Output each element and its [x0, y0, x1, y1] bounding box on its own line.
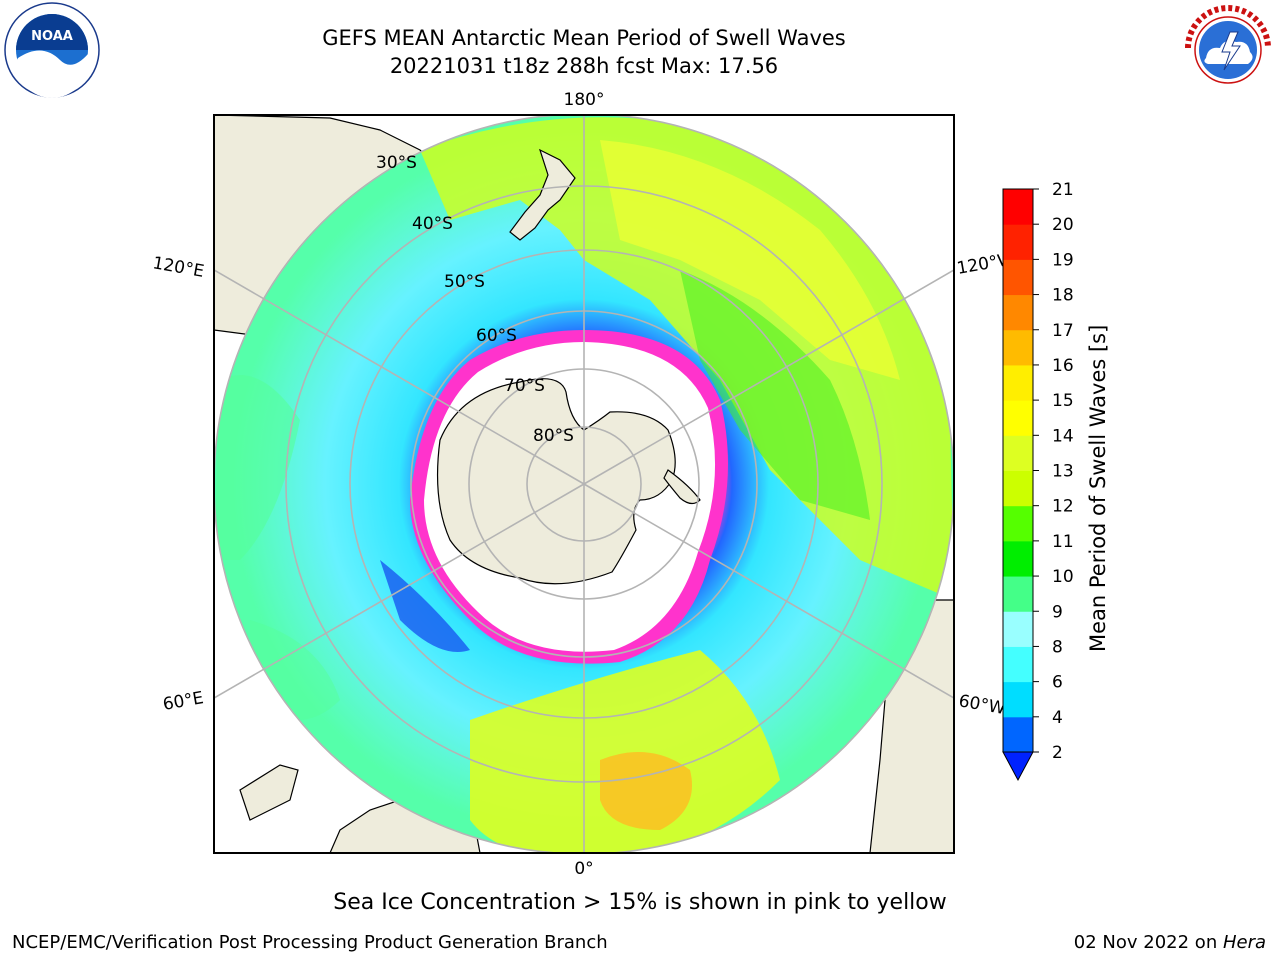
- colorbar-segment: [1003, 224, 1033, 260]
- lon-label-60e: 60°E: [161, 688, 205, 715]
- map-subtitle: 20221031 t18z 288h fcst Max: 17.56: [389, 54, 779, 78]
- colorbar-segment: [1003, 716, 1033, 753]
- colorbar-segment: [1003, 470, 1033, 507]
- svg-text:NOAA: NOAA: [31, 29, 73, 44]
- colorbar-segment: [1003, 611, 1033, 647]
- lat-label-30s: 30°S: [376, 153, 417, 173]
- colorbar-tick-label: 9: [1052, 602, 1063, 622]
- colorbar-tick-label: 21: [1052, 180, 1074, 200]
- footer-host: Hera: [1222, 932, 1266, 953]
- noaa-logo: NOAA: [4, 2, 100, 98]
- colorbar-tick-label: 18: [1052, 286, 1074, 306]
- lon-label-180: 180°: [564, 90, 605, 110]
- longitude-grid: [214, 115, 954, 853]
- map-frame: [213, 114, 955, 854]
- colorbar-segment: [1003, 435, 1033, 471]
- colorbar-tick-label: 2: [1052, 743, 1063, 763]
- new-zealand-land: [509, 148, 576, 241]
- colorbar-tick-label: 6: [1052, 673, 1063, 693]
- colorbar-tick-label: 20: [1052, 215, 1074, 235]
- footer-date-text: 02 Nov 2022 on: [1073, 932, 1223, 953]
- lat-label-80s: 80°S: [533, 426, 574, 446]
- colorbar-segment: [1003, 681, 1033, 718]
- lon-label-60w: 60°W: [957, 691, 1007, 719]
- colorbar-segment: [1003, 329, 1033, 366]
- map-title: GEFS MEAN Antarctic Mean Period of Swell…: [322, 26, 846, 50]
- colorbar-tick-label: 8: [1052, 637, 1063, 657]
- colorbar-tick-label: 4: [1052, 708, 1063, 728]
- footer-date: 02 Nov 2022 on Hera: [1074, 932, 1266, 953]
- lat-label-50s: 50°S: [444, 272, 485, 292]
- africa-land: [214, 700, 481, 853]
- lat-label-60s: 60°S: [476, 326, 517, 346]
- colorbar: 2 4 6 8 9 10 11 12 13 14 15 16 17 18 19 20 21: [1002, 180, 1074, 782]
- colorbar-segment: [1003, 540, 1033, 577]
- colorbar-tick-label: 11: [1052, 532, 1074, 552]
- colorbar-segment: [1003, 259, 1033, 296]
- colorbar-tick-label: 13: [1052, 462, 1074, 482]
- lon-label-120e: 120°E: [151, 253, 205, 282]
- colorbar-tick-label: 10: [1052, 567, 1074, 587]
- colorbar-tick-label: 12: [1052, 497, 1074, 517]
- colorbar-segment: [1003, 364, 1033, 401]
- nws-logo: [1182, 4, 1274, 96]
- footer-credit: NCEP/EMC/Verification Post Processing Pr…: [12, 932, 608, 953]
- madagascar-land: [239, 764, 299, 821]
- colorbar-segment: [1003, 400, 1033, 436]
- colorbar-tick-label: 19: [1052, 250, 1074, 270]
- colorbar-tick-label: 14: [1052, 426, 1074, 446]
- colorbar-segment: [1003, 505, 1033, 542]
- colorbar-segment: [1003, 189, 1033, 225]
- colorbar-tick-label: 15: [1052, 391, 1074, 411]
- lon-label-0: 0°: [574, 859, 593, 879]
- colorbar-segment: [1003, 294, 1033, 331]
- colorbar-extend-arrow: [1002, 751, 1034, 782]
- colorbar-label: Mean Period of Swell Waves [s]: [1086, 324, 1110, 652]
- sea-ice-caption: Sea Ice Concentration > 15% is shown in …: [333, 890, 947, 915]
- colorbar-segment: [1003, 576, 1033, 612]
- colorbar-tick-label: 16: [1052, 356, 1074, 376]
- antarctic-peninsula: [663, 469, 701, 505]
- colorbar-tick-label: 17: [1052, 321, 1074, 341]
- colorbar-segment: [1003, 646, 1033, 683]
- lat-label-40s: 40°S: [412, 214, 453, 234]
- lat-label-70s: 70°S: [504, 376, 545, 396]
